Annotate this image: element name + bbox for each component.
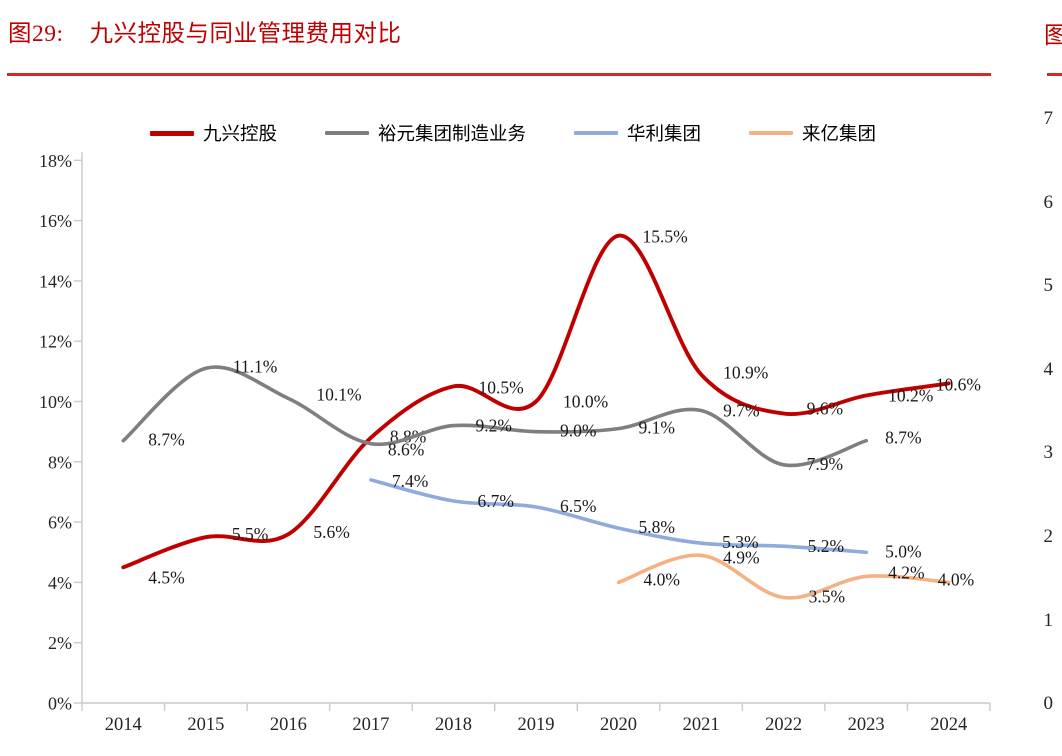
figure-number: 图29:: [8, 21, 64, 47]
data-label: 15.5%: [643, 227, 688, 247]
legend-item-1: 裕元集团制造业务: [325, 120, 526, 146]
data-label: 3.5%: [809, 586, 845, 606]
legend-line-swatch: [749, 131, 794, 135]
legend-line-swatch: [574, 131, 619, 135]
legend-label: 华利集团: [627, 125, 702, 145]
adjacent-axis-value: 0: [1043, 693, 1054, 715]
y-axis-label: 0%: [48, 694, 72, 714]
data-label: 4.0%: [938, 569, 974, 589]
data-label: 9.6%: [807, 399, 843, 419]
legend-item-3: 来亿集团: [749, 120, 876, 146]
title-underline: [7, 73, 991, 76]
x-axis-label: 2021: [683, 715, 720, 735]
x-axis-label: 2023: [848, 715, 885, 735]
series-line-1: [121, 365, 868, 468]
data-label: 8.6%: [388, 440, 424, 460]
data-label: 6.5%: [560, 496, 596, 516]
legend-item-2: 华利集团: [574, 120, 701, 146]
data-label: 9.7%: [723, 401, 759, 421]
legend-label: 裕元集团制造业务: [378, 125, 527, 145]
adjacent-figure-title: 图: [1044, 23, 1062, 49]
x-axis-label: 2019: [518, 715, 555, 735]
data-label: 7.9%: [807, 454, 843, 474]
x-axis-label: 2016: [270, 715, 307, 735]
data-label: 10.9%: [723, 362, 768, 382]
legend-item-0: 九兴控股: [150, 120, 277, 146]
adjacent-axis-value: 2: [1043, 526, 1054, 547]
data-label: 5.0%: [885, 541, 921, 561]
adjacent-axis-value: 4: [1043, 358, 1054, 380]
series-line-3: [616, 553, 951, 600]
data-label: 10.2%: [888, 385, 933, 405]
data-label: 6.7%: [477, 491, 513, 511]
data-label: 4.2%: [888, 562, 924, 582]
adjacent-axis-value: 5: [1043, 275, 1054, 297]
adjacent-axis-value: 1: [1043, 609, 1054, 631]
data-label: 9.2%: [475, 416, 511, 436]
data-label: 10.1%: [316, 384, 361, 404]
y-axis-label: 16%: [39, 211, 72, 231]
data-label: 5.3%: [722, 532, 758, 552]
x-axis-label: 2018: [435, 715, 472, 735]
adjacent-title-underline: [1047, 73, 1062, 76]
legend-line-swatch: [150, 130, 194, 136]
data-label: 4.9%: [723, 547, 759, 567]
data-label: 9.1%: [639, 418, 675, 438]
y-axis-label: 10%: [39, 392, 72, 412]
data-label: 8.7%: [885, 428, 921, 448]
series-line-0: [121, 233, 951, 570]
legend-label: 来亿集团: [802, 125, 877, 145]
data-label: 10.0%: [563, 392, 608, 412]
data-label: 5.6%: [313, 522, 349, 542]
x-axis-label: 2024: [930, 715, 967, 735]
y-axis-label: 4%: [48, 573, 72, 593]
legend-line-swatch: [325, 131, 370, 135]
data-label: 5.2%: [808, 536, 844, 556]
figure-title: 图29: 九兴控股与同业管理费用对比: [8, 14, 402, 48]
legend-label: 九兴控股: [203, 125, 278, 145]
adjacent-axis-value: 7: [1043, 108, 1054, 129]
data-label: 5.5%: [232, 524, 268, 544]
data-label: 9.0%: [560, 421, 596, 441]
y-axis-label: 12%: [39, 332, 72, 352]
data-label: 5.8%: [639, 517, 675, 537]
adjacent-figure-axis: 7 6 5 4 3 2 1 0: [1030, 0, 1054, 756]
data-label: 11.1%: [233, 356, 278, 376]
data-label: 8.7%: [148, 430, 184, 450]
x-axis-label: 2022: [765, 715, 802, 735]
x-axis-label: 2014: [105, 715, 142, 735]
data-label: 4.0%: [644, 569, 680, 589]
data-label: 7.4%: [392, 471, 428, 491]
y-axis-label: 14%: [39, 271, 72, 291]
x-axis-label: 2020: [600, 715, 637, 735]
y-axis-label: 8%: [48, 452, 72, 472]
y-axis-label: 6%: [48, 513, 72, 533]
data-label: 10.6%: [936, 374, 981, 394]
chart-legend: 九兴控股 裕元集团制造业务 华利集团 来亿集团: [150, 120, 876, 146]
adjacent-axis-value: 6: [1043, 191, 1054, 213]
data-label: 10.5%: [478, 377, 523, 397]
y-axis-label: 18%: [39, 151, 72, 171]
y-axis-label: 2%: [48, 633, 72, 653]
adjacent-axis-value: 3: [1043, 442, 1054, 464]
x-axis-label: 2015: [187, 715, 224, 735]
figure-title-text: 九兴控股与同业管理费用对比: [89, 21, 402, 47]
x-axis-label: 2017: [352, 715, 389, 735]
series-line-2: [369, 478, 868, 555]
data-label: 4.5%: [148, 567, 184, 587]
